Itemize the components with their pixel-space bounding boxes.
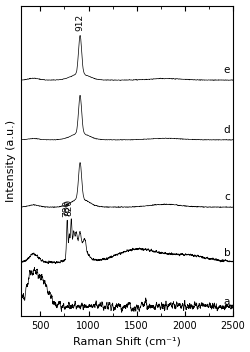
X-axis label: Raman Shift (cm⁻¹): Raman Shift (cm⁻¹) [73,337,180,346]
Y-axis label: Intensity (a.u.): Intensity (a.u.) [6,120,16,202]
Text: d: d [223,125,229,134]
Text: e: e [223,65,229,75]
Text: 912: 912 [75,14,84,31]
Text: b: b [223,248,229,258]
Text: 820: 820 [64,199,74,216]
Text: c: c [224,192,229,202]
Text: 780: 780 [62,200,70,217]
Text: a: a [223,297,229,307]
